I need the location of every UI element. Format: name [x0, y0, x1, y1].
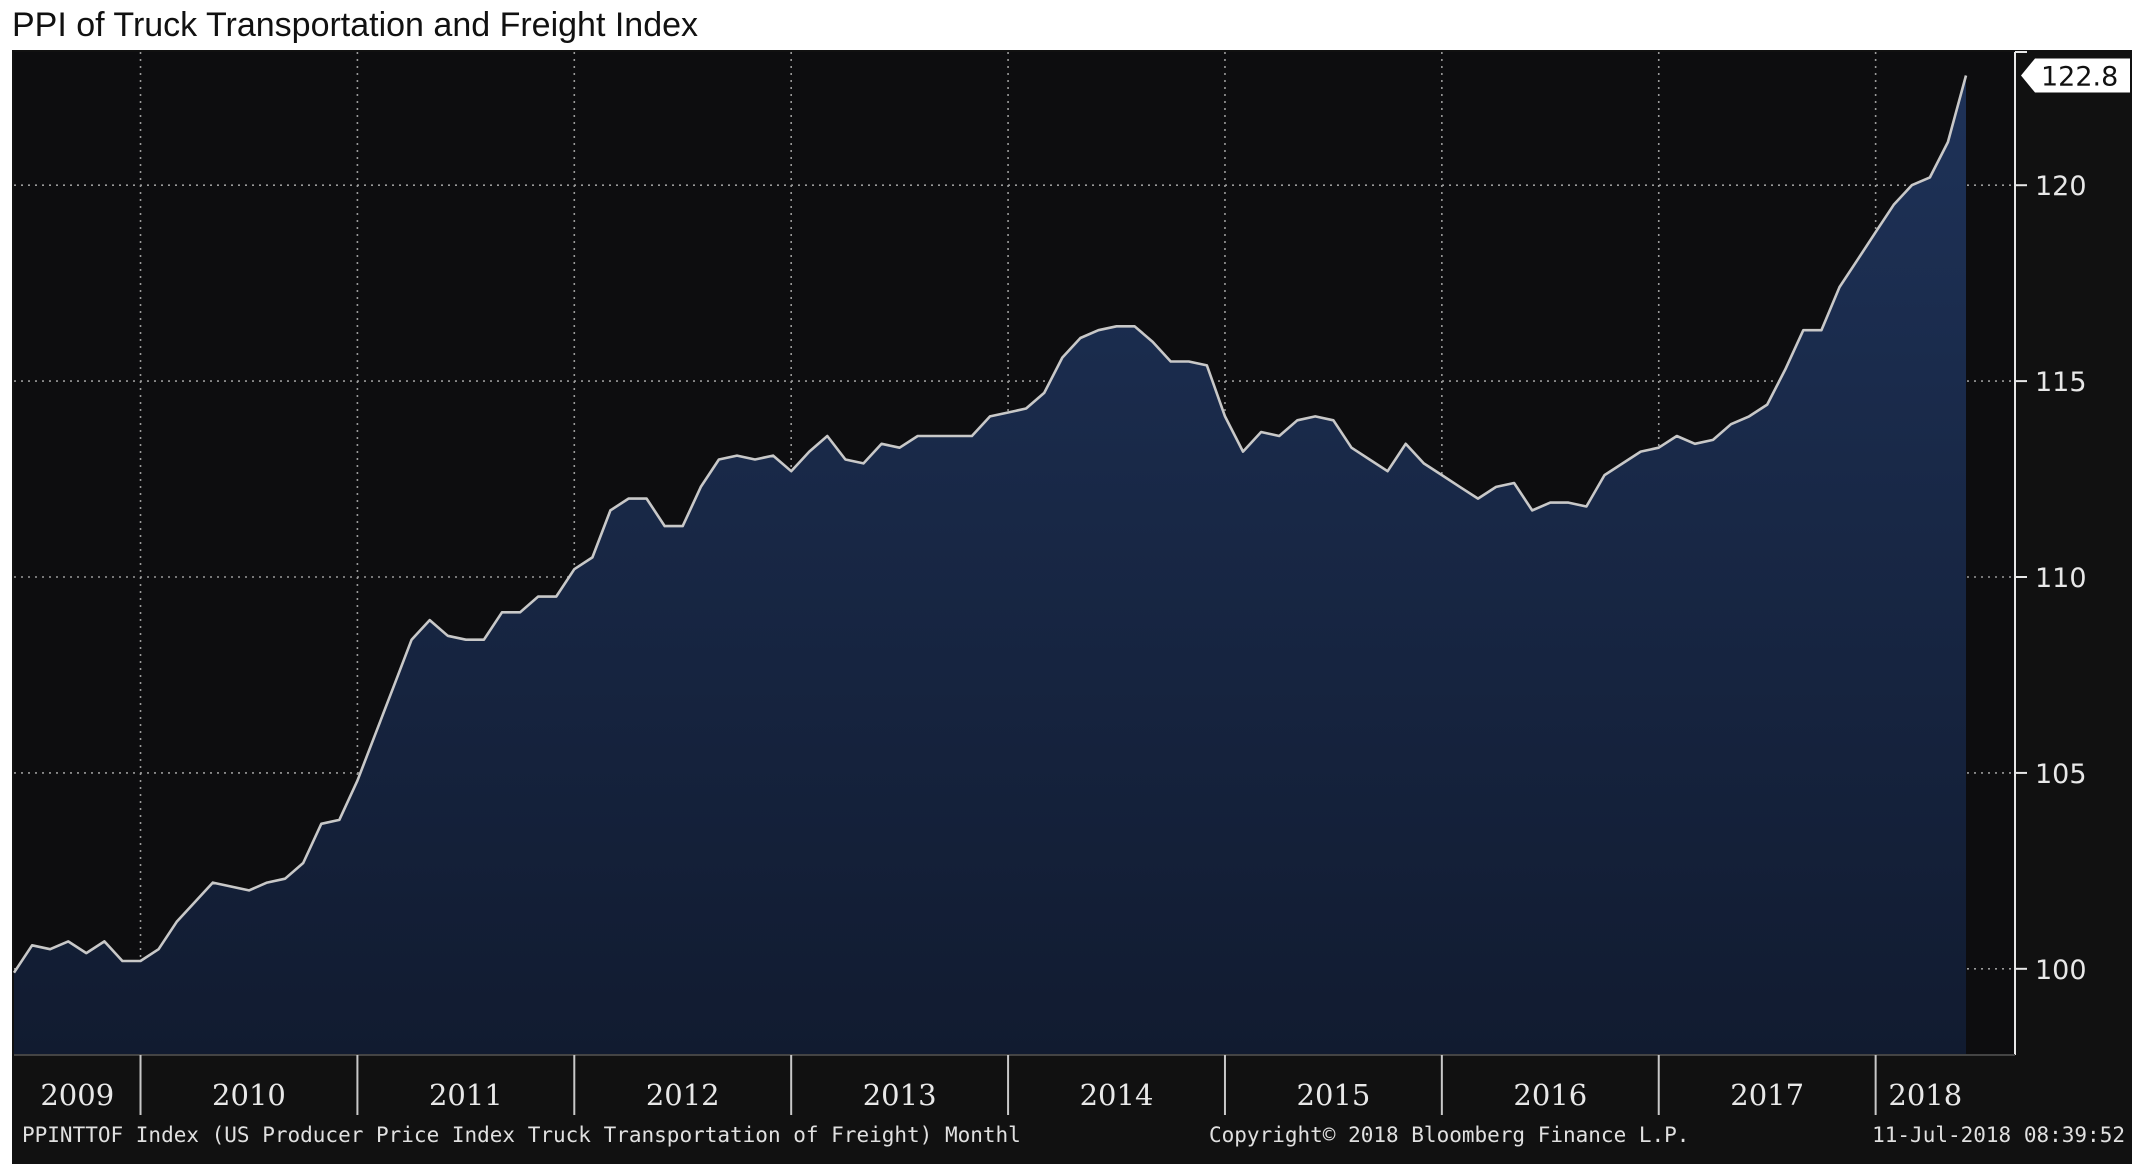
y-tick-label: 105: [2035, 759, 2087, 790]
x-tick-label: 2010: [212, 1078, 286, 1112]
y-tick-label: 120: [2035, 171, 2087, 202]
data-area: [12, 75, 1968, 1055]
series-line: [12, 75, 1968, 974]
axes: [14, 51, 2027, 1056]
chart-title: PPI of Truck Transportation and Freight …: [12, 6, 699, 44]
y-tick-label: 110: [2035, 563, 2087, 594]
y-tick-label: 100: [2035, 955, 2087, 986]
x-tick-label: 2015: [1297, 1078, 1371, 1112]
footer-index-description: PPINTTOF Index (US Producer Price Index …: [22, 1123, 1021, 1147]
x-tick-label: 2009: [40, 1078, 114, 1112]
y-axis-ticks: 100 105 110 115 120: [2015, 171, 2087, 986]
x-axis-ticks: 2009 2010 2011 2012 2013 2014 2015 2016 2017 2018: [40, 1055, 1962, 1115]
x-tick-label: 2016: [1513, 1078, 1587, 1112]
x-tick-label: 2012: [646, 1078, 720, 1112]
last-value-label: 122.8: [2041, 62, 2118, 93]
footer-timestamp: 11-Jul-2018 08:39:52: [1872, 1123, 2125, 1147]
y-tick-label: 115: [2035, 367, 2087, 398]
footer: PPINTTOF Index (US Producer Price Index …: [22, 1123, 2125, 1147]
x-tick-label: 2018: [1888, 1078, 1962, 1112]
last-value-tag: [2021, 58, 2130, 93]
x-tick-label: 2013: [863, 1078, 937, 1112]
x-tick-label: 2014: [1080, 1078, 1154, 1112]
last-value-marker: 122.8: [2021, 58, 2130, 93]
area-fill: [14, 75, 1966, 1055]
footer-copyright: Copyright© 2018 Bloomberg Finance L.P.: [1209, 1123, 1689, 1147]
x-tick-label: 2011: [429, 1078, 503, 1112]
x-tick-label: 2017: [1730, 1078, 1804, 1112]
